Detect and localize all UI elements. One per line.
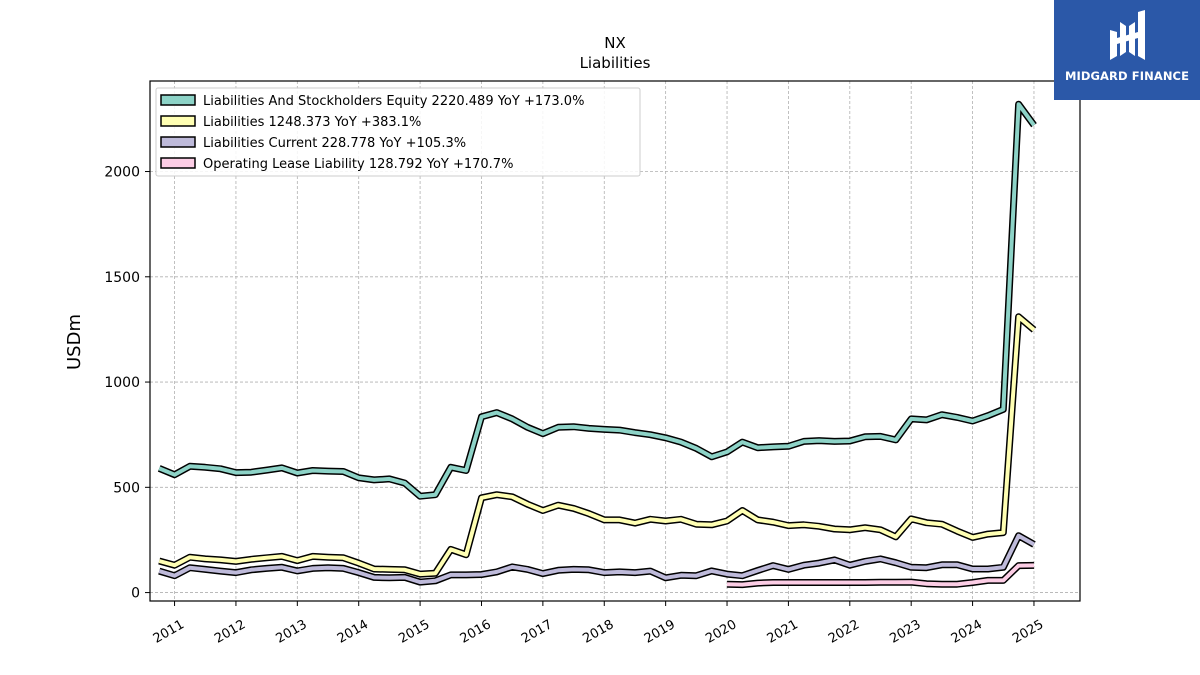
- y-tick-label: 1000: [104, 375, 140, 391]
- x-tick-label: 2013: [273, 617, 309, 647]
- x-tick-label: 2012: [212, 617, 248, 647]
- axes: 2011 2012 2013 2014 2015 2016 2017 2018 2019 2020…: [104, 165, 1046, 647]
- y-axis-label: USDm: [64, 314, 85, 370]
- legend-label-3: Operating Lease Liability 128.792 YoY +1…: [203, 157, 513, 172]
- x-tick-label: 2025: [1010, 617, 1046, 647]
- x-tick-label: 2018: [580, 617, 616, 647]
- x-tick-label: 2022: [826, 617, 862, 647]
- legend-box: [155, 87, 641, 177]
- series-line-3: [726, 563, 1035, 587]
- x-tick-label: 2023: [887, 617, 923, 647]
- legend-label-2: Liabilities Current 228.778 YoY +105.3%: [203, 136, 466, 151]
- legend-swatch-0: [160, 94, 196, 106]
- x-tick-label: 2014: [335, 617, 371, 647]
- x-tick-label: 2019: [642, 617, 678, 647]
- series-line-0: [158, 102, 1036, 499]
- x-tick-label: 2015: [396, 617, 432, 647]
- legend-swatch-1: [160, 115, 196, 127]
- brand-logo-text: MIDGARD FINANCE: [1064, 69, 1190, 83]
- y-tick-label: 2000: [104, 165, 140, 181]
- chart-title: NX: [604, 34, 626, 52]
- grid: [150, 81, 1080, 601]
- series-line-2: [158, 533, 1035, 585]
- legend-swatch-2: [160, 136, 196, 148]
- brand-mark-icon: [1110, 10, 1145, 60]
- x-tick-label: 2011: [151, 617, 187, 647]
- series-line-1: [158, 314, 1036, 577]
- brand-logo: MIDGARD FINANCE: [1054, 0, 1200, 100]
- series-group: [157, 100, 1037, 589]
- y-tick-label: 1500: [104, 270, 140, 286]
- legend: Liabilities And Stockholders Equity 2220…: [155, 87, 641, 177]
- y-tick-label: 0: [131, 586, 140, 602]
- chart-subtitle: Liabilities: [580, 54, 651, 72]
- x-tick-label: 2020: [703, 617, 739, 647]
- legend-swatch-3: [160, 157, 196, 169]
- x-tick-label: 2016: [458, 617, 494, 647]
- x-tick-label: 2024: [949, 617, 985, 647]
- series-outline-1: [158, 313, 1037, 578]
- plot-frame: [149, 80, 1081, 602]
- legend-label-0: Liabilities And Stockholders Equity 2220…: [203, 94, 584, 109]
- x-tick-label: 2021: [765, 617, 801, 647]
- x-tick-label: 2017: [519, 617, 555, 647]
- legend-label-1: Liabilities 1248.373 YoY +383.1%: [203, 115, 421, 130]
- y-tick-label: 500: [113, 480, 140, 496]
